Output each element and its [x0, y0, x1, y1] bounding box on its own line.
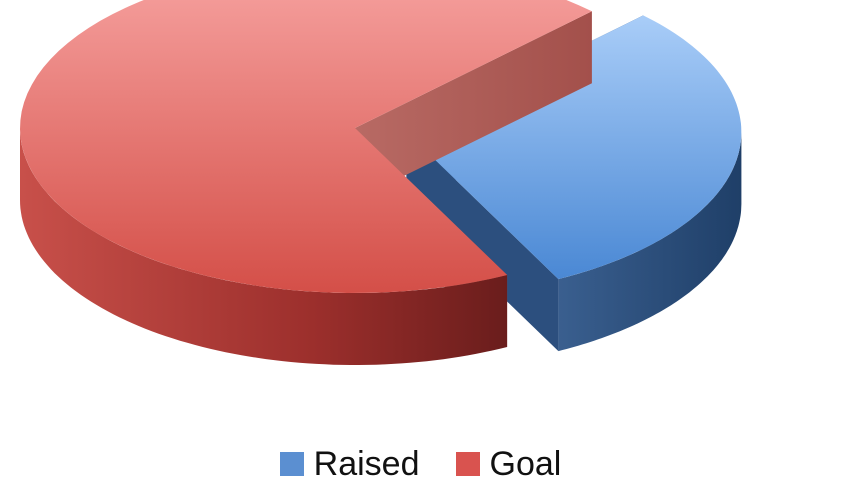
legend-label-raised: Raised [313, 445, 420, 483]
pie-slice-goal [20, 0, 592, 365]
legend-label-goal: Goal [489, 445, 562, 483]
pie-slice-goal-cut-face [355, 11, 592, 200]
pie-slice-raised-side [558, 132, 742, 352]
legend-item-goal: Goal [455, 445, 562, 483]
pie-slice-raised-cut-face [406, 132, 559, 352]
pie-slice-goal-top [20, 0, 592, 293]
pie-slice-raised-top [406, 15, 742, 280]
pie-chart [20, 0, 742, 365]
legend-swatch-goal [455, 452, 480, 476]
legend: Raised Goal [0, 444, 841, 484]
legend-swatch-raised [279, 452, 304, 476]
legend-item-raised: Raised [279, 445, 420, 483]
pie-slice-goal-side [20, 128, 508, 365]
